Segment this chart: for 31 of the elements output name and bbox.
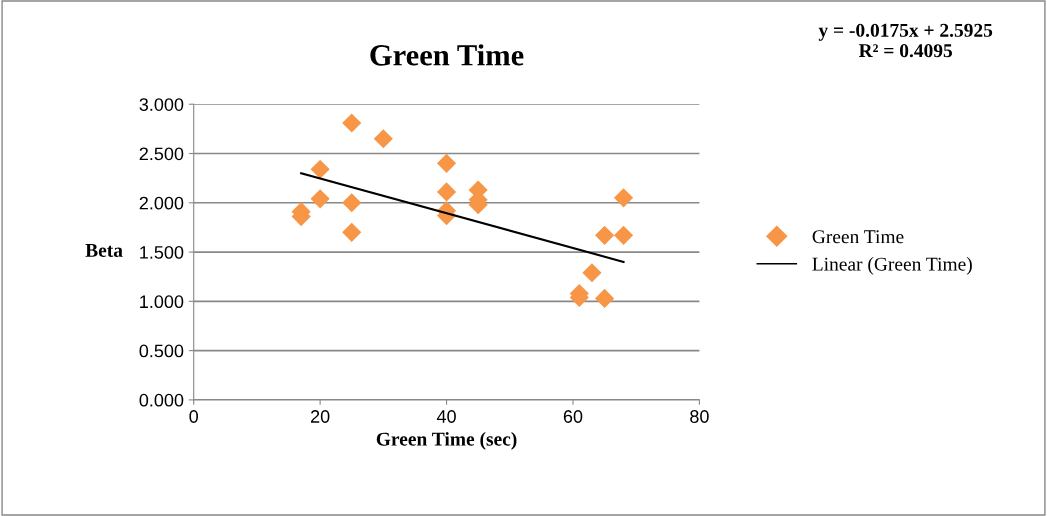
point <box>582 263 602 283</box>
point <box>613 188 634 208</box>
y-tick-label: 3.000 <box>139 98 184 111</box>
x-tick-label: 20 <box>310 410 330 423</box>
y-tick-label: 2.500 <box>139 147 184 161</box>
point <box>310 159 330 179</box>
legend-label: Linear (Green Time) <box>812 257 972 275</box>
point <box>436 182 457 202</box>
point <box>436 153 457 173</box>
x-tick-label: 60 <box>563 410 583 423</box>
point <box>595 288 615 308</box>
y-tick-label: 0.500 <box>139 344 184 358</box>
point <box>342 113 362 133</box>
point <box>613 225 634 245</box>
x-tick-label: 0 <box>189 410 199 423</box>
x-tick-label: 80 <box>690 410 709 423</box>
x-axis-title: Green Time (sec) <box>376 432 517 450</box>
point <box>310 189 330 209</box>
point <box>342 193 362 213</box>
point <box>373 129 393 149</box>
y-tick-label: 1.500 <box>140 246 184 259</box>
y-tick-label: 1.000 <box>140 295 184 309</box>
point <box>595 225 615 245</box>
y-tick-label: 0.000 <box>139 393 184 407</box>
y-axis-title: Beta <box>85 244 123 257</box>
point <box>342 222 362 242</box>
y-tick-label: 2.000 <box>139 196 184 210</box>
legend-label: Green Time <box>812 230 904 244</box>
chart-title: Green Time <box>370 44 524 66</box>
x-tick-label: 40 <box>436 410 456 423</box>
text: y = -0.0175x + 2.5925 R² = 0.4095 <box>818 23 993 58</box>
